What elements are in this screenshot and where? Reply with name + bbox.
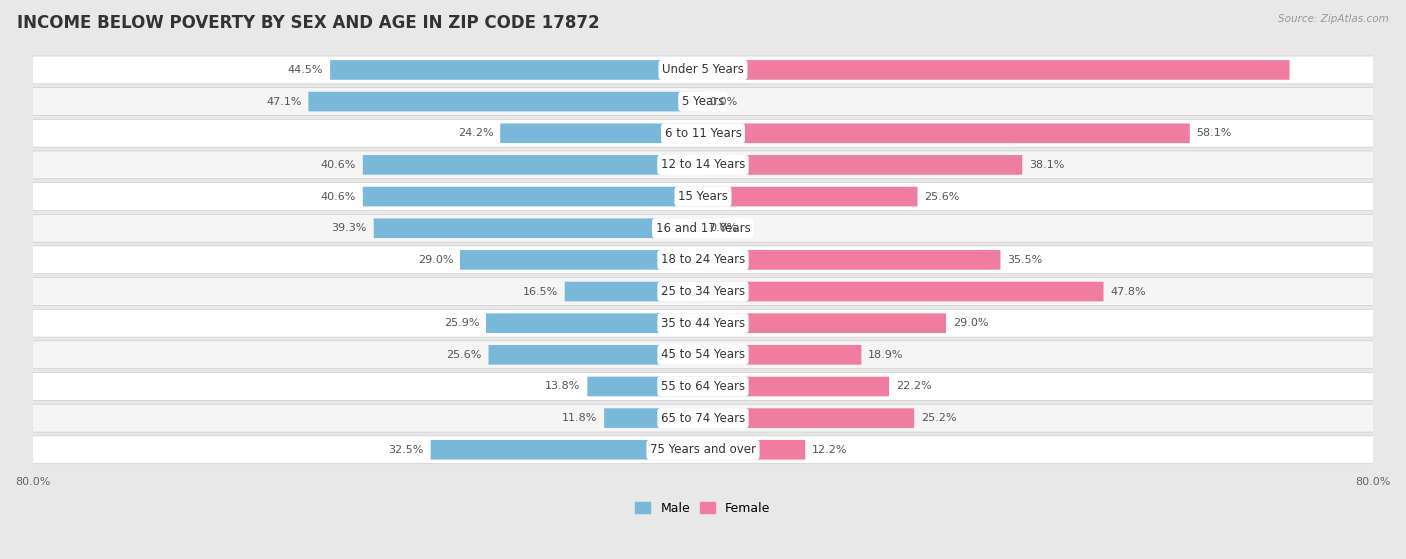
FancyBboxPatch shape bbox=[488, 345, 703, 364]
Text: 38.1%: 38.1% bbox=[1029, 160, 1064, 170]
Text: 65 to 74 Years: 65 to 74 Years bbox=[661, 411, 745, 425]
FancyBboxPatch shape bbox=[32, 56, 1374, 84]
Text: 35 to 44 Years: 35 to 44 Years bbox=[661, 316, 745, 330]
FancyBboxPatch shape bbox=[501, 124, 703, 143]
Text: 47.1%: 47.1% bbox=[266, 97, 302, 107]
Text: 25.2%: 25.2% bbox=[921, 413, 956, 423]
FancyBboxPatch shape bbox=[308, 92, 703, 111]
Text: 40.6%: 40.6% bbox=[321, 160, 356, 170]
Text: 18.9%: 18.9% bbox=[868, 350, 904, 360]
Text: 29.0%: 29.0% bbox=[418, 255, 453, 265]
FancyBboxPatch shape bbox=[703, 377, 889, 396]
FancyBboxPatch shape bbox=[32, 278, 1374, 305]
Text: 29.0%: 29.0% bbox=[953, 318, 988, 328]
Text: Under 5 Years: Under 5 Years bbox=[662, 64, 744, 77]
Text: 70.0%: 70.0% bbox=[1330, 65, 1369, 75]
Text: 25.6%: 25.6% bbox=[924, 192, 959, 202]
Text: 55 to 64 Years: 55 to 64 Years bbox=[661, 380, 745, 393]
FancyBboxPatch shape bbox=[703, 345, 862, 364]
Text: 22.2%: 22.2% bbox=[896, 381, 931, 391]
FancyBboxPatch shape bbox=[430, 440, 703, 459]
Text: 12 to 14 Years: 12 to 14 Years bbox=[661, 158, 745, 172]
FancyBboxPatch shape bbox=[363, 187, 703, 206]
Text: 13.8%: 13.8% bbox=[546, 381, 581, 391]
Text: 16 and 17 Years: 16 and 17 Years bbox=[655, 222, 751, 235]
Text: 58.1%: 58.1% bbox=[1197, 128, 1232, 138]
FancyBboxPatch shape bbox=[32, 88, 1374, 116]
Text: 15 Years: 15 Years bbox=[678, 190, 728, 203]
FancyBboxPatch shape bbox=[703, 440, 806, 459]
Text: 44.5%: 44.5% bbox=[288, 65, 323, 75]
FancyBboxPatch shape bbox=[32, 151, 1374, 179]
FancyBboxPatch shape bbox=[32, 214, 1374, 242]
Text: 39.3%: 39.3% bbox=[332, 223, 367, 233]
FancyBboxPatch shape bbox=[330, 60, 703, 80]
FancyBboxPatch shape bbox=[460, 250, 703, 269]
Text: 75 Years and over: 75 Years and over bbox=[650, 443, 756, 456]
Text: INCOME BELOW POVERTY BY SEX AND AGE IN ZIP CODE 17872: INCOME BELOW POVERTY BY SEX AND AGE IN Z… bbox=[17, 14, 599, 32]
Text: 12.2%: 12.2% bbox=[811, 445, 848, 455]
FancyBboxPatch shape bbox=[32, 341, 1374, 369]
Text: 0.0%: 0.0% bbox=[710, 223, 738, 233]
Text: 24.2%: 24.2% bbox=[458, 128, 494, 138]
Text: Source: ZipAtlas.com: Source: ZipAtlas.com bbox=[1278, 14, 1389, 24]
FancyBboxPatch shape bbox=[32, 119, 1374, 147]
Text: 40.6%: 40.6% bbox=[321, 192, 356, 202]
Text: 25 to 34 Years: 25 to 34 Years bbox=[661, 285, 745, 298]
FancyBboxPatch shape bbox=[374, 219, 703, 238]
FancyBboxPatch shape bbox=[486, 314, 703, 333]
FancyBboxPatch shape bbox=[565, 282, 703, 301]
FancyBboxPatch shape bbox=[703, 155, 1022, 175]
FancyBboxPatch shape bbox=[32, 246, 1374, 274]
Text: 25.6%: 25.6% bbox=[447, 350, 482, 360]
FancyBboxPatch shape bbox=[32, 183, 1374, 211]
FancyBboxPatch shape bbox=[703, 282, 1104, 301]
FancyBboxPatch shape bbox=[703, 60, 1289, 80]
FancyBboxPatch shape bbox=[703, 250, 1001, 269]
FancyBboxPatch shape bbox=[588, 377, 703, 396]
Text: 18 to 24 Years: 18 to 24 Years bbox=[661, 253, 745, 267]
FancyBboxPatch shape bbox=[363, 155, 703, 175]
FancyBboxPatch shape bbox=[32, 309, 1374, 337]
Text: 47.8%: 47.8% bbox=[1111, 287, 1146, 296]
Legend: Male, Female: Male, Female bbox=[630, 497, 776, 520]
FancyBboxPatch shape bbox=[32, 372, 1374, 400]
FancyBboxPatch shape bbox=[703, 314, 946, 333]
Text: 45 to 54 Years: 45 to 54 Years bbox=[661, 348, 745, 361]
FancyBboxPatch shape bbox=[703, 124, 1189, 143]
Text: 5 Years: 5 Years bbox=[682, 95, 724, 108]
Text: 6 to 11 Years: 6 to 11 Years bbox=[665, 127, 741, 140]
FancyBboxPatch shape bbox=[32, 436, 1374, 464]
Text: 0.0%: 0.0% bbox=[710, 97, 738, 107]
Text: 11.8%: 11.8% bbox=[562, 413, 598, 423]
FancyBboxPatch shape bbox=[32, 404, 1374, 432]
Text: 25.9%: 25.9% bbox=[444, 318, 479, 328]
Text: 16.5%: 16.5% bbox=[523, 287, 558, 296]
FancyBboxPatch shape bbox=[703, 187, 918, 206]
Text: 35.5%: 35.5% bbox=[1007, 255, 1042, 265]
FancyBboxPatch shape bbox=[605, 408, 703, 428]
FancyBboxPatch shape bbox=[703, 408, 914, 428]
Text: 32.5%: 32.5% bbox=[388, 445, 425, 455]
